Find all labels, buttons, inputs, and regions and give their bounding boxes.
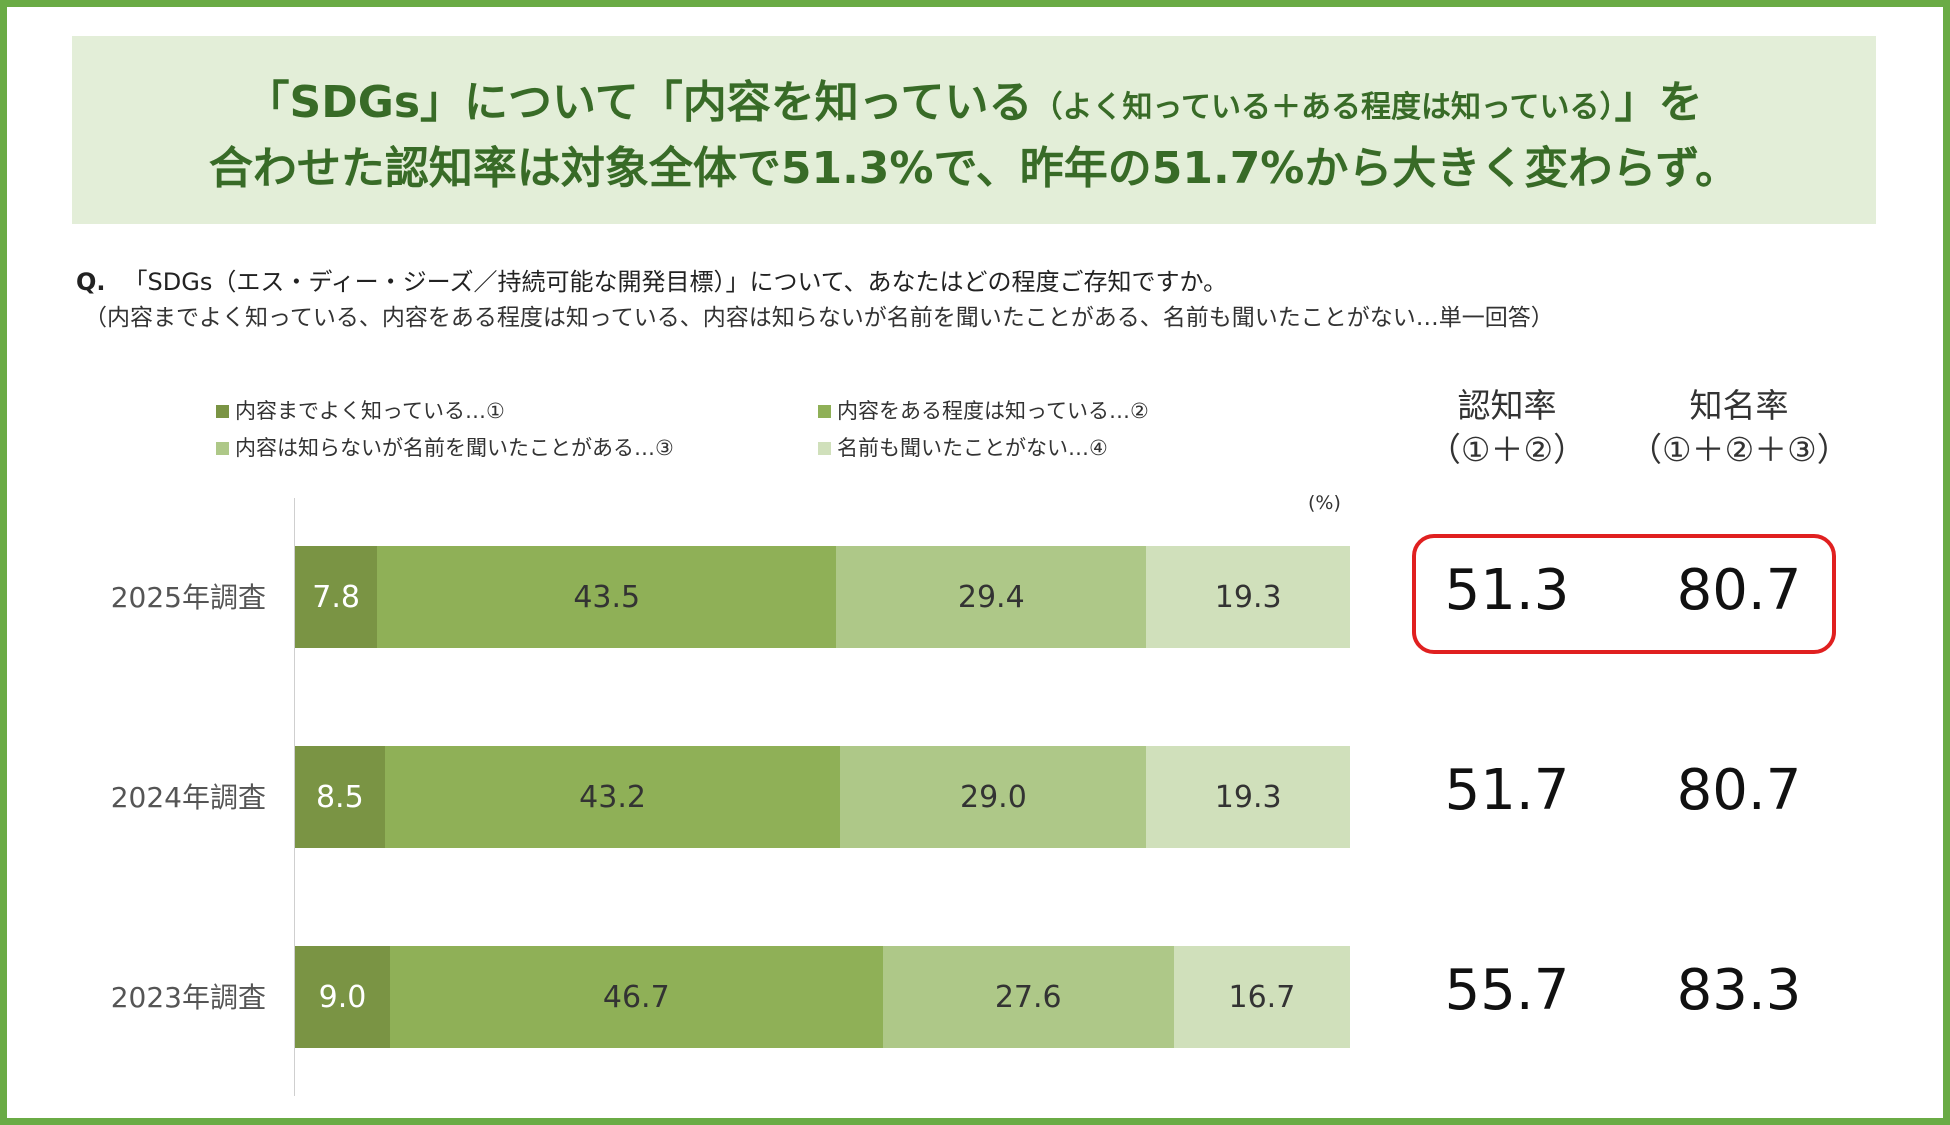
legend-swatch (216, 442, 229, 455)
bar-segment: 9.0 (295, 946, 390, 1048)
recognition-value: 83.3 (1676, 958, 1802, 1023)
data-label: 43.2 (579, 779, 646, 815)
bar-segment: 27.6 (882, 946, 1174, 1048)
bar-segment: 29.0 (840, 746, 1147, 848)
data-label: 43.5 (573, 579, 641, 615)
data-label: 29.4 (957, 579, 1025, 615)
highlight-frame (1412, 534, 1836, 654)
legend-label: 名前も聞いたことがない…④ (837, 436, 1108, 460)
legend-label: 内容は知らないが名前を聞いたことがある…③ (235, 436, 674, 460)
data-label: 29.0 (959, 779, 1027, 815)
bar-segment: 29.4 (836, 546, 1147, 648)
awareness-header: 認知率 （①＋②） (1397, 384, 1617, 472)
legend-item: 内容をある程度は知っている…② (818, 395, 1149, 425)
awareness-value: 55.7 (1444, 958, 1570, 1023)
data-label: 16.7 (1228, 979, 1296, 1015)
recognition-formula: （①＋②＋③） (1629, 430, 1850, 469)
recognition-header: 知名率 （①＋②＋③） (1629, 384, 1850, 472)
headline-line-2: 合わせた認知率は対象全体で51.3%で、昨年の51.7%から大きく変わらず。 (208, 143, 1740, 194)
awareness-formula: （①＋②） (1427, 430, 1587, 469)
bar-segment: 19.3 (1146, 746, 1350, 848)
recognition-value: 80.7 (1676, 758, 1802, 823)
legend-label: 内容をある程度は知っている…② (837, 399, 1149, 423)
bar-segment: 7.8 (295, 546, 378, 648)
question: Q. 「SDGs（エス・ディー・ジーズ／持続可能な開発目標）」について、あなたはど… (76, 262, 1227, 297)
bar-segment: 8.5 (295, 746, 385, 848)
legend-swatch (818, 405, 831, 418)
data-label: 7.8 (312, 579, 360, 615)
data-label: 8.5 (315, 779, 364, 815)
headline-line-1: 「SDGs」について「内容を知っている（よく知っている＋ある程度は知っている）」… (72, 66, 1876, 130)
question-text: 「SDGs（エス・ディー・ジーズ／持続可能な開発目標）」について、あなたはどの程… (123, 268, 1228, 296)
legend-item: 内容は知らないが名前を聞いたことがある…③ (216, 432, 674, 462)
category-label: 2023年調査 (110, 981, 266, 1014)
data-label: 19.3 (1214, 579, 1282, 615)
headline-paren-text: （よく知っている＋ある程度は知っている） (1032, 90, 1615, 125)
recognition-value: 80.7 (1676, 558, 1802, 623)
bar-segment: 16.7 (1173, 946, 1350, 1048)
legend-swatch (216, 405, 229, 418)
legend-item: 内容までよく知っている…① (216, 395, 505, 425)
bar-segment: 43.5 (377, 546, 837, 648)
recognition-title: 知名率 (1689, 386, 1789, 425)
headline-end-text: 」を (1614, 77, 1703, 128)
bar-segment: 19.3 (1146, 546, 1350, 648)
awareness-title: 認知率 (1457, 386, 1557, 425)
category-label: 2025年調査 (110, 581, 266, 614)
answer-options: （内容までよく知っている、内容をある程度は知っている、内容は知らないが名前を聞い… (84, 305, 1554, 331)
legend-label: 内容までよく知っている…① (235, 399, 505, 423)
awareness-value: 51.7 (1444, 758, 1570, 823)
category-axis (294, 498, 295, 1096)
awareness-value: 51.3 (1444, 558, 1570, 623)
legend-swatch (818, 442, 831, 455)
bar-segment: 46.7 (389, 946, 883, 1048)
headline-box: 「SDGs」について「内容を知っている（よく知っている＋ある程度は知っている）」… (72, 36, 1876, 224)
legend-item: 名前も聞いたことがない…④ (818, 432, 1108, 462)
data-label: 46.7 (602, 979, 670, 1015)
category-label: 2024年調査 (110, 781, 266, 814)
headline-main-text: 「SDGs」について「内容を知っている (245, 77, 1033, 128)
question-prefix: Q. (76, 268, 106, 296)
bar-segment: 43.2 (384, 746, 841, 848)
unit-label: (%) (1308, 492, 1341, 514)
data-label: 27.6 (994, 979, 1062, 1015)
data-label: 9.0 (318, 979, 367, 1015)
data-label: 19.3 (1214, 779, 1282, 815)
